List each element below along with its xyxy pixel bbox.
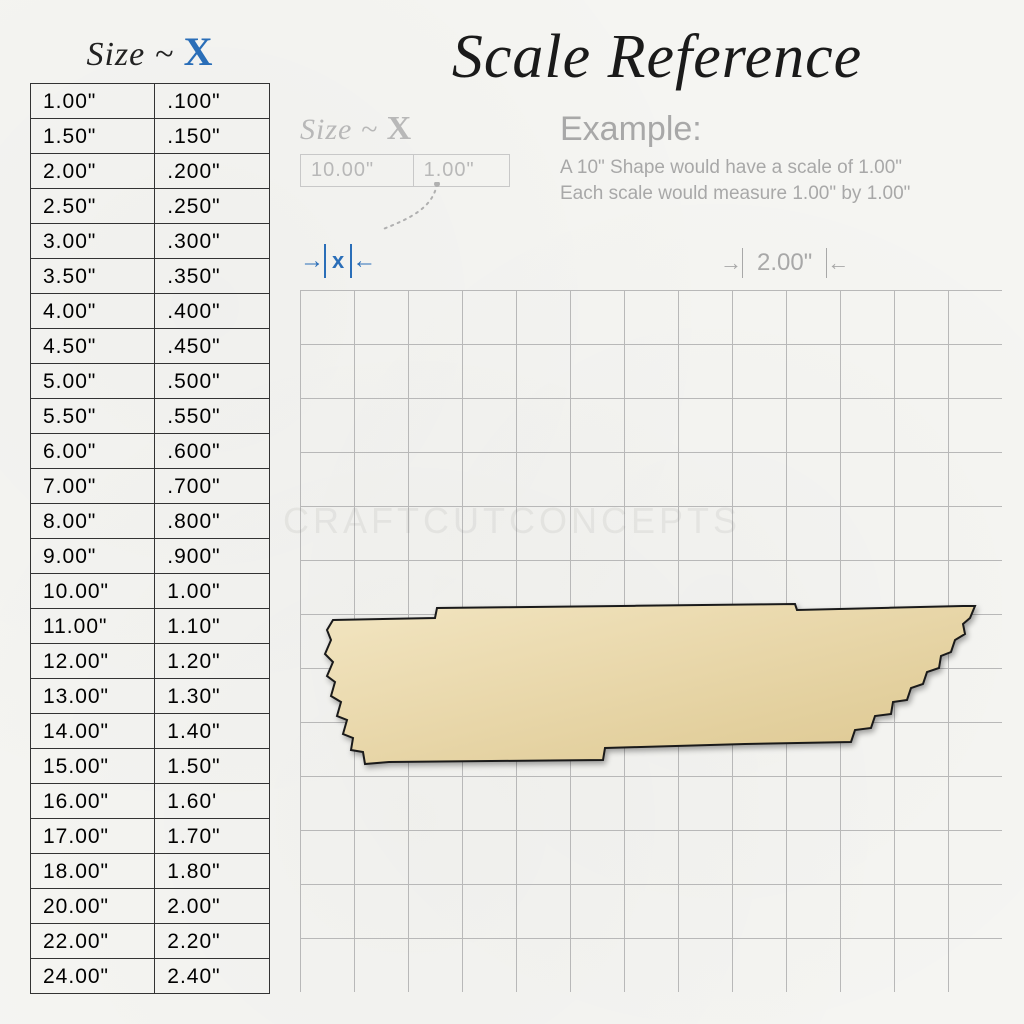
table-cell: 2.00" (31, 154, 155, 189)
example-text: Example: A 10" Shape would have a scale … (560, 110, 1006, 206)
table-cell: 15.00" (31, 749, 155, 784)
table-row: 20.00"2.00" (31, 889, 270, 924)
table-row: 1.50".150" (31, 119, 270, 154)
table-row: 7.00".700" (31, 469, 270, 504)
table-cell: .900" (155, 539, 270, 574)
table-cell: 2.40" (155, 959, 270, 994)
example-line-2: Each scale would measure 1.00" by 1.00" (560, 181, 1006, 207)
table-row: 14.00"1.40" (31, 714, 270, 749)
table-cell: .450" (155, 329, 270, 364)
table-row: 3.50".350" (31, 259, 270, 294)
table-cell: 7.00" (31, 469, 155, 504)
table-cell: 2.00" (155, 889, 270, 924)
tennessee-shape (315, 600, 985, 775)
table-cell: 1.20" (155, 644, 270, 679)
size-table-header-x: X (184, 29, 214, 74)
table-row: 2.50".250" (31, 189, 270, 224)
table-cell: 1.50" (31, 119, 155, 154)
table-row: 24.00"2.40" (31, 959, 270, 994)
table-cell: .250" (155, 189, 270, 224)
size-table-header-prefix: Size ~ (86, 36, 183, 73)
table-cell: 8.00" (31, 504, 155, 539)
table-cell: .350" (155, 259, 270, 294)
table-row: 15.00"1.50" (31, 749, 270, 784)
arrow-right-icon: → (720, 252, 742, 274)
table-cell: .150" (155, 119, 270, 154)
table-row: 4.50".450" (31, 329, 270, 364)
table-cell: 2.50" (31, 189, 155, 224)
table-cell: 17.00" (31, 819, 155, 854)
table-cell: 4.00" (31, 294, 155, 329)
x-dimension-label: x (326, 248, 350, 274)
table-cell: 3.00" (31, 224, 155, 259)
table-row: 8.00".800" (31, 504, 270, 539)
table-cell: 12.00" (31, 644, 155, 679)
table-cell: 5.00" (31, 364, 155, 399)
dotted-arrow-icon (382, 182, 462, 242)
arrow-right-icon: → (300, 249, 324, 273)
table-cell: 22.00" (31, 924, 155, 959)
table-cell: 18.00" (31, 854, 155, 889)
table-cell: 1.10" (155, 609, 270, 644)
table-cell: .700" (155, 469, 270, 504)
table-cell: .200" (155, 154, 270, 189)
table-row: 3.00".300" (31, 224, 270, 259)
example-title: Example: (560, 110, 1006, 149)
arrow-left-icon: ← (352, 249, 376, 273)
table-cell: .400" (155, 294, 270, 329)
example-line-1: A 10" Shape would have a scale of 1.00" (560, 155, 1006, 181)
example-mini-header: Size ~ X (300, 110, 530, 148)
table-row: 9.00".900" (31, 539, 270, 574)
table-cell: 1.30" (155, 679, 270, 714)
size-table-header: Size ~ X (30, 28, 270, 75)
table-row: 13.00"1.30" (31, 679, 270, 714)
table-row: 6.00".600" (31, 434, 270, 469)
table-row: 17.00"1.70" (31, 819, 270, 854)
table-cell: .800" (155, 504, 270, 539)
two-inch-indicator: → 2.00" ← (720, 248, 849, 278)
table-cell: 4.50" (31, 329, 155, 364)
table-cell: 1.00" (155, 574, 270, 609)
table-cell: 24.00" (31, 959, 155, 994)
table-cell: 1.40" (155, 714, 270, 749)
table-cell: 13.00" (31, 679, 155, 714)
table-cell: .500" (155, 364, 270, 399)
arrow-left-icon: ← (827, 252, 849, 274)
table-row: 18.00"1.80" (31, 854, 270, 889)
table-cell: 1.60' (155, 784, 270, 819)
table-cell: 9.00" (31, 539, 155, 574)
table-cell: 10.00" (31, 574, 155, 609)
table-cell: .550" (155, 399, 270, 434)
table-cell: 1.80" (155, 854, 270, 889)
table-row: 5.50".550" (31, 399, 270, 434)
table-cell: 20.00" (31, 889, 155, 924)
table-row: 16.00"1.60' (31, 784, 270, 819)
table-row: 5.00".500" (31, 364, 270, 399)
table-cell: .100" (155, 84, 270, 119)
table-row: 12.00"1.20" (31, 644, 270, 679)
table-cell: 14.00" (31, 714, 155, 749)
size-table: 1.00".100"1.50".150"2.00".200"2.50".250"… (30, 83, 270, 994)
table-cell: 11.00" (31, 609, 155, 644)
table-cell: 3.50" (31, 259, 155, 294)
table-cell: .300" (155, 224, 270, 259)
table-cell: 1.50" (155, 749, 270, 784)
page-title: Scale Reference (310, 22, 1004, 93)
table-row: 11.00"1.10" (31, 609, 270, 644)
table-cell: .600" (155, 434, 270, 469)
table-cell: 16.00" (31, 784, 155, 819)
two-inch-label: 2.00" (743, 249, 826, 277)
table-row: 4.00".400" (31, 294, 270, 329)
table-cell: 5.50" (31, 399, 155, 434)
table-cell: 1.00" (31, 84, 155, 119)
table-row: 2.00".200" (31, 154, 270, 189)
table-cell: 6.00" (31, 434, 155, 469)
table-cell: 2.20" (155, 924, 270, 959)
table-row: 10.00"1.00" (31, 574, 270, 609)
x-dimension-indicator: → x ← (300, 244, 376, 278)
table-row: 1.00".100" (31, 84, 270, 119)
size-table-panel: Size ~ X 1.00".100"1.50".150"2.00".200"2… (30, 28, 270, 994)
table-row: 22.00"2.20" (31, 924, 270, 959)
table-cell: 1.70" (155, 819, 270, 854)
